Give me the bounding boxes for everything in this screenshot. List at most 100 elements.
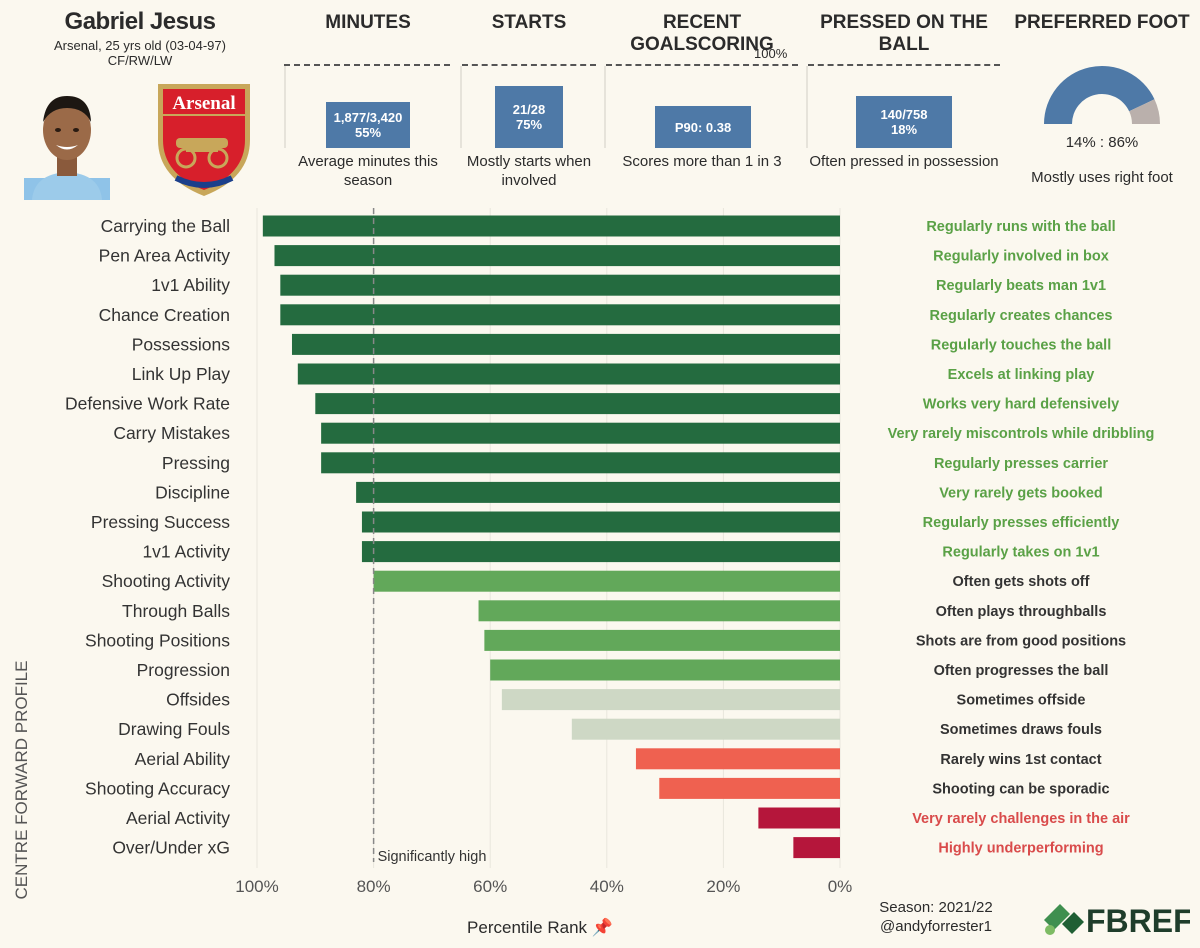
reference-line-label: Significantly high [378, 849, 487, 865]
tile-value-minutes: 1,877/3,420 [333, 110, 403, 125]
tile-caption-pressed: Often pressed in possession [809, 153, 999, 170]
player-club-age: Arsenal, 25 yrs old (03-04-97) [54, 38, 226, 53]
category-label: Over/Under xG [112, 838, 230, 858]
metric-description: Regularly involved in box [933, 249, 1109, 265]
metric-description: Works very hard defensively [923, 397, 1119, 413]
category-label: Pressing Success [91, 512, 230, 532]
footer-credits: Season: 2021/22 @andyforrester1 [846, 898, 1026, 936]
bar [280, 274, 840, 296]
metric-description: Often progresses the ball [934, 663, 1109, 679]
category-label: Carrying the Ball [101, 216, 230, 236]
metric-description: Sometimes offside [957, 693, 1086, 709]
bar [571, 718, 840, 740]
x-tick-label: 100% [235, 877, 278, 896]
player-positions: CF/RW/LW [107, 53, 173, 68]
x-tick-label: 0% [828, 877, 853, 896]
tile-divider [284, 66, 286, 148]
metric-description: Excels at linking play [948, 367, 1095, 383]
season-label: Season: 2021/22 [879, 899, 993, 916]
tile-value-pressed: 140/758 [880, 107, 928, 122]
category-label: Through Balls [122, 601, 230, 621]
tile-bar-starts: 21/28 75% [495, 86, 563, 148]
bar [274, 245, 840, 267]
bar [793, 837, 840, 859]
category-label: 1v1 Ability [151, 275, 230, 295]
bar [291, 333, 841, 355]
tile-divider [806, 66, 808, 148]
bar [321, 452, 840, 474]
player-photo [24, 96, 110, 200]
category-label: Shooting Positions [85, 630, 230, 650]
metric-description: Regularly presses carrier [934, 456, 1108, 472]
tile-caption-goalscoring: Scores more than 1 in 3 [622, 153, 782, 170]
metric-description: Sometimes draws fouls [940, 722, 1102, 738]
metric-description: Very rarely gets booked [939, 485, 1103, 501]
description-layer: Regularly runs with the ball Regularly in… [888, 219, 1155, 857]
goalscoring-ref-label: 100% [754, 46, 788, 61]
pin-icon: 📌 [591, 918, 613, 937]
bar [361, 511, 840, 533]
club-crest-logo: Arsenal [158, 84, 250, 196]
category-label: Pen Area Activity [99, 246, 231, 266]
tile-value-goalscoring: P90: 0.38 [674, 119, 732, 135]
bar [361, 541, 840, 563]
tile-header-starts: STARTS [491, 12, 567, 33]
metric-description: Very rarely challenges in the air [912, 811, 1130, 827]
x-tick-label: 80% [357, 877, 391, 896]
category-label: Link Up Play [132, 364, 230, 384]
bar [635, 748, 840, 770]
category-label: Pressing [162, 453, 230, 473]
tile-pct-pressed: 18% [890, 122, 918, 137]
category-label: Offsides [166, 690, 230, 710]
tile-pct-minutes: 55% [354, 125, 382, 140]
category-label: Possessions [132, 334, 230, 354]
metric-description: Often gets shots off [953, 574, 1090, 590]
tile-caption-starts: Mostly starts when involved [466, 153, 592, 189]
tile-pct-starts: 75% [515, 117, 543, 132]
metric-description: Regularly presses efficiently [923, 515, 1120, 531]
tile-bar-minutes: 1,877/3,420 55% [326, 102, 410, 148]
category-label: 1v1 Activity [142, 542, 230, 562]
fbref-logo: FBREF [1044, 903, 1190, 939]
category-label: Defensive Work Rate [65, 394, 230, 414]
foot-left-arc [1129, 99, 1160, 124]
tile-divider [460, 66, 462, 148]
metric-description: Shooting can be sporadic [932, 781, 1109, 797]
tile-max-line-goalscoring [606, 64, 798, 66]
tile-value-starts: 21/28 [512, 102, 546, 117]
author-handle: @andyforrester1 [880, 918, 992, 935]
metric-description: Rarely wins 1st contact [940, 752, 1101, 768]
bar [280, 304, 840, 326]
player-name: Gabriel Jesus [64, 8, 216, 35]
bar [478, 600, 840, 622]
bar [262, 215, 841, 237]
tile-header-minutes: MINUTES [325, 12, 411, 33]
tile-max-line-starts [462, 64, 596, 66]
bar-layer [262, 215, 841, 859]
bar [356, 481, 840, 503]
foot-caption: Mostly uses right foot [1031, 169, 1173, 186]
fbref-logo-text: FBREF [1086, 903, 1190, 939]
category-label: Chance Creation [99, 305, 230, 325]
category-label: Progression [137, 660, 230, 680]
preferred-foot-gauge [1044, 66, 1160, 124]
metric-description: Shots are from good positions [916, 633, 1126, 649]
tile-divider [604, 66, 606, 148]
category-label: Discipline [155, 482, 230, 502]
x-tick-label: 20% [706, 877, 740, 896]
metric-description: Regularly takes on 1v1 [942, 545, 1099, 561]
metric-description: Often plays throughballs [936, 604, 1107, 620]
player-details: Arsenal, 25 yrs old (03-04-97) CF/RW/LW [40, 38, 240, 68]
x-axis-title: Percentile Rank 📌 [440, 918, 640, 938]
metric-description: Regularly creates chances [930, 308, 1113, 324]
foot-header: PREFERRED FOOT [1014, 12, 1190, 33]
bar [484, 629, 840, 651]
x-tick-label: 60% [473, 877, 507, 896]
category-label: Carry Mistakes [113, 423, 230, 443]
bar [501, 689, 840, 711]
x-tick-label: 40% [590, 877, 624, 896]
tick-layer: 100% 80% 60% 40% 20% 0% [235, 877, 852, 896]
reference-layer: Significantly high [372, 208, 487, 865]
bar [321, 422, 840, 444]
tile-header-goalscoring: RECENT GOALSCORING [630, 12, 774, 55]
